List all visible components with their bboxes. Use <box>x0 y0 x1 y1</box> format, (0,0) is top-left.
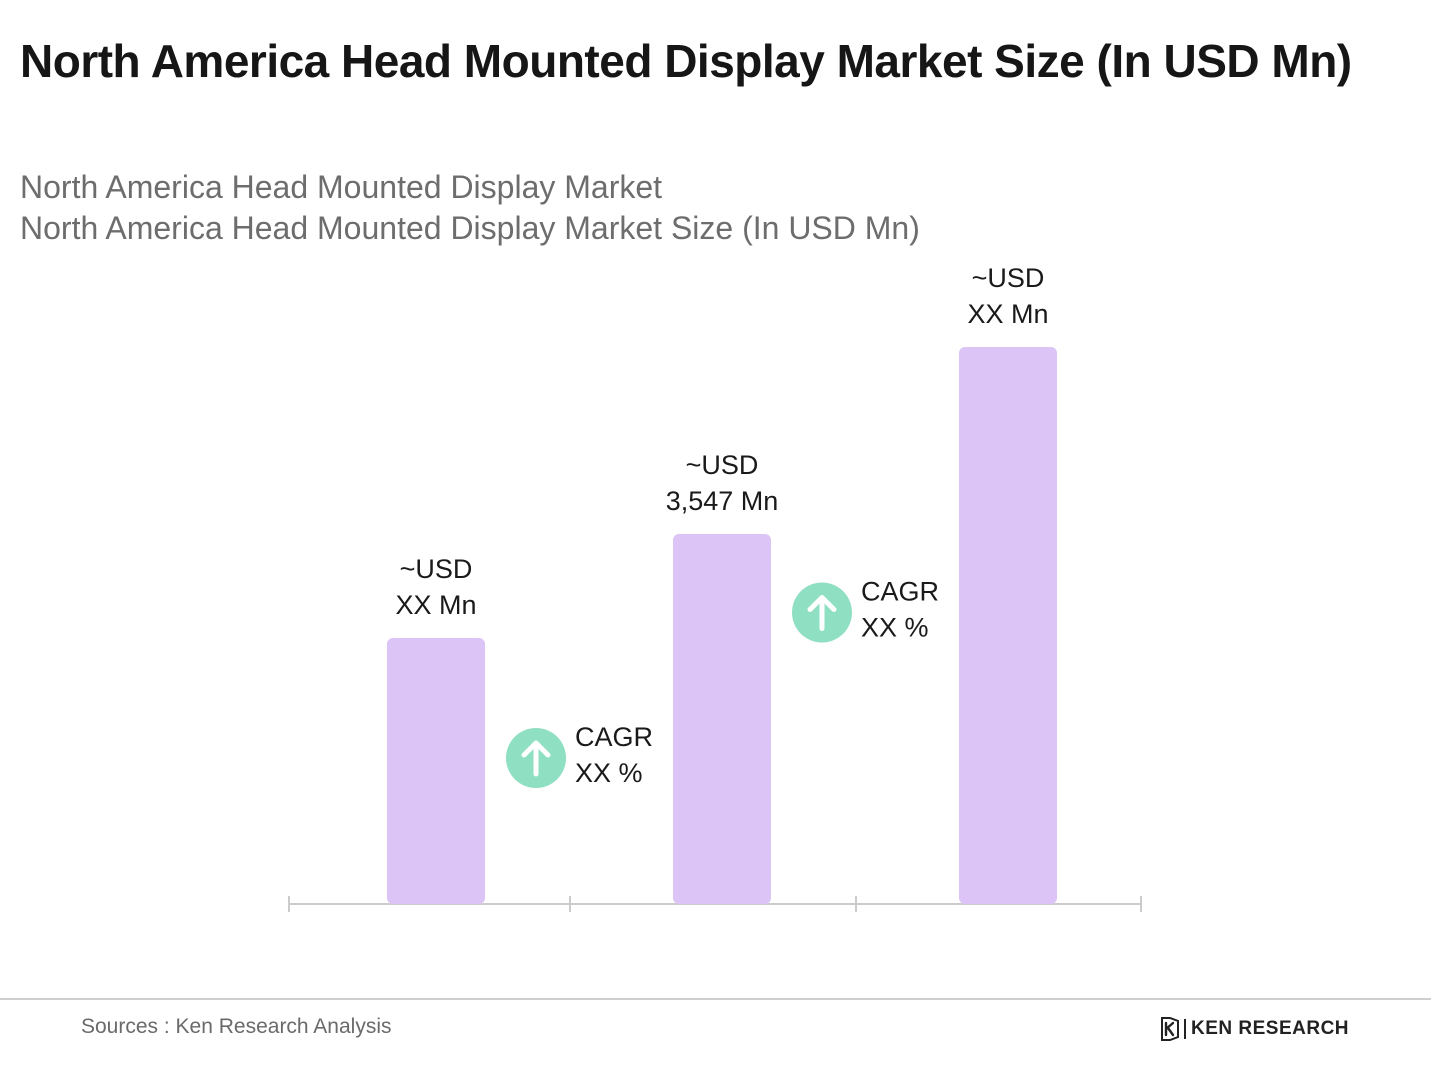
cagr-value-1: XX % <box>575 758 643 788</box>
chart-title: North America Head Mounted Display Marke… <box>20 169 663 205</box>
cagr-label-2: CAGR <box>861 577 939 607</box>
source-note: Sources : Ken Research Analysis <box>81 1015 392 1038</box>
page-title: North America Head Mounted Display Marke… <box>20 35 1352 87</box>
bar-chart: ~USD XX Mn ~USD 3,547 Mn ~USD XX Mn CAGR XX % CA… <box>288 263 1142 912</box>
arrow-up-icon-2 <box>807 595 837 632</box>
cagr-value-2: XX % <box>861 613 929 643</box>
brand-name: KEN RESEARCH <box>1191 1018 1350 1039</box>
ken-research-logo-icon <box>1161 1017 1179 1041</box>
logo-separator <box>1184 1019 1186 1039</box>
brand-logo: KEN RESEARCH <box>1160 1016 1349 1042</box>
bar-1-label-line-2: XX Mn <box>395 590 476 620</box>
bar-3 <box>959 347 1057 904</box>
arrow-up-icon-1 <box>521 740 551 777</box>
bar-3-label-line-1: ~USD <box>972 263 1045 293</box>
bar-3-label-line-2: XX Mn <box>967 299 1048 329</box>
chart-subtitle: North America Head Mounted Display Marke… <box>20 210 920 246</box>
bar-2-label-line-2: 3,547 Mn <box>666 486 779 516</box>
bar-1 <box>387 638 485 904</box>
cagr-label-1: CAGR <box>575 722 653 752</box>
bar-2-label-line-1: ~USD <box>686 450 759 480</box>
bar-2 <box>673 534 771 904</box>
bar-1-label-line-1: ~USD <box>400 554 473 584</box>
footer-divider <box>0 998 1431 1000</box>
